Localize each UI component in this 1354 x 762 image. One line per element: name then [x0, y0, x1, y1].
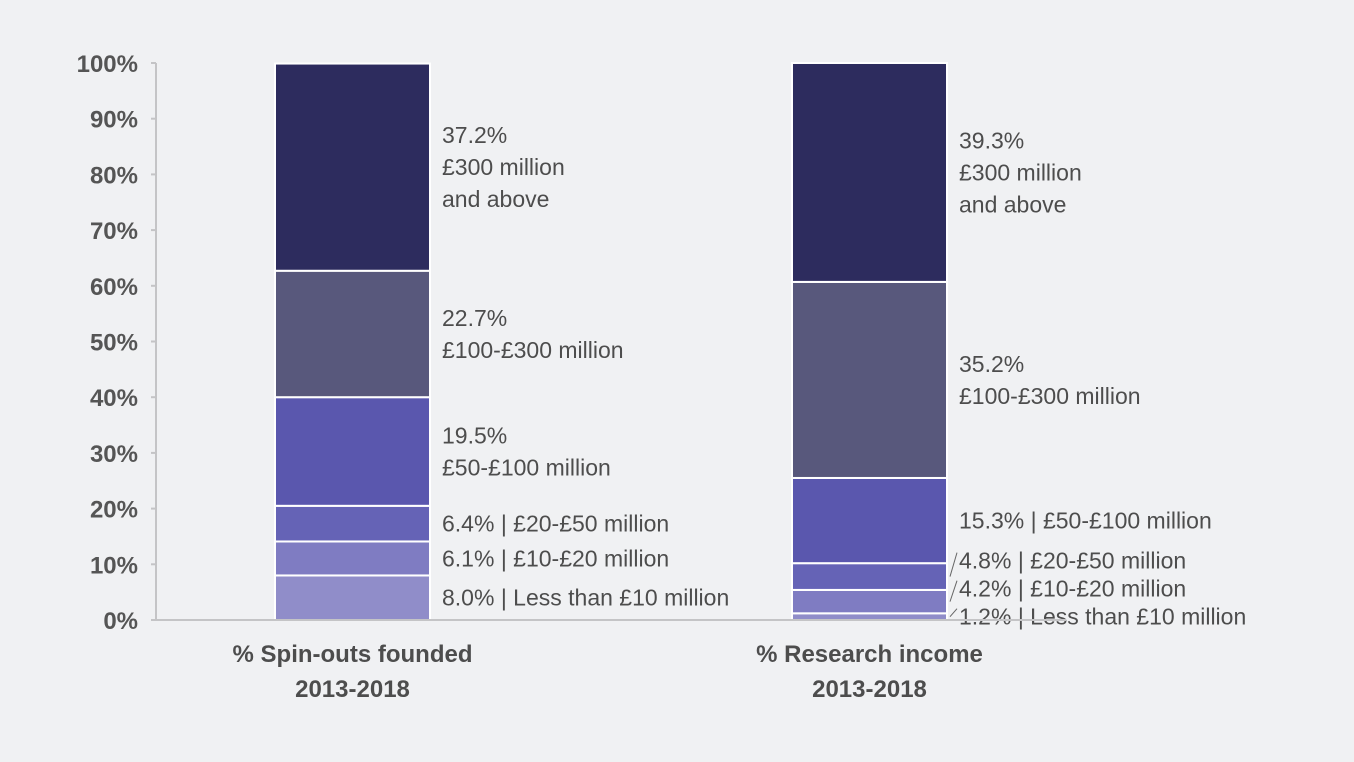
leader-line [949, 552, 958, 577]
y-tick-label: 10% [90, 552, 138, 579]
segment-label: 4.8% | £20-£50 million [959, 548, 1186, 574]
y-tick-label: 60% [90, 274, 138, 301]
category-label: 2013-2018 [295, 676, 410, 703]
segment-label: £100-£300 million [442, 337, 624, 363]
segment-label: 8.0% | Less than £10 million [442, 585, 729, 611]
category-label: % Spin-outs founded [233, 641, 473, 668]
y-tick-label: 80% [90, 162, 138, 189]
bar-segment [274, 62, 431, 272]
bar-segment [791, 280, 948, 479]
y-tick-label: 40% [90, 385, 138, 412]
bar-segment [791, 476, 948, 565]
bar-segment [274, 574, 431, 622]
leader-line [949, 580, 958, 602]
y-tick-label: 0% [103, 608, 138, 635]
y-tick-label: 30% [90, 441, 138, 468]
y-tick-label: 90% [90, 107, 138, 134]
bar-segment [791, 562, 948, 591]
y-tick-label: 70% [90, 218, 138, 245]
segment-label: and above [959, 191, 1066, 217]
segment-label: £50-£100 million [442, 455, 611, 481]
segment-label: 37.2% [442, 122, 507, 148]
category-label: 2013-2018 [812, 676, 927, 703]
bar-segment [791, 612, 948, 621]
segment-label: 35.2% [959, 351, 1024, 377]
segment-label: 4.2% | £10-£20 million [959, 576, 1186, 602]
segment-label: 6.4% | £20-£50 million [442, 511, 669, 537]
segment-label: 1.2% | Less than £10 million [959, 604, 1246, 630]
bar-segment [274, 504, 431, 543]
segment-label: 15.3% | £50-£100 million [959, 508, 1212, 534]
segment-label: £300 million [959, 159, 1082, 185]
segment-label: 39.3% [959, 127, 1024, 153]
y-tick-label: 20% [90, 497, 138, 524]
segment-label: £100-£300 million [959, 383, 1141, 409]
segment-label: and above [442, 186, 549, 212]
bar-segment [274, 540, 431, 577]
category-label: % Research income [756, 641, 983, 668]
bar-segment [274, 269, 431, 399]
segment-label: 6.1% | £10-£20 million [442, 545, 669, 571]
segment-label: £300 million [442, 154, 565, 180]
leader-line [949, 608, 958, 617]
y-tick-label: 50% [90, 330, 138, 357]
bar-segment [791, 588, 948, 615]
bar-segment [274, 396, 431, 507]
y-tick-label: 100% [77, 51, 138, 78]
segment-label: 22.7% [442, 305, 507, 331]
segment-label: 19.5% [442, 423, 507, 449]
bar-segment [791, 62, 948, 283]
